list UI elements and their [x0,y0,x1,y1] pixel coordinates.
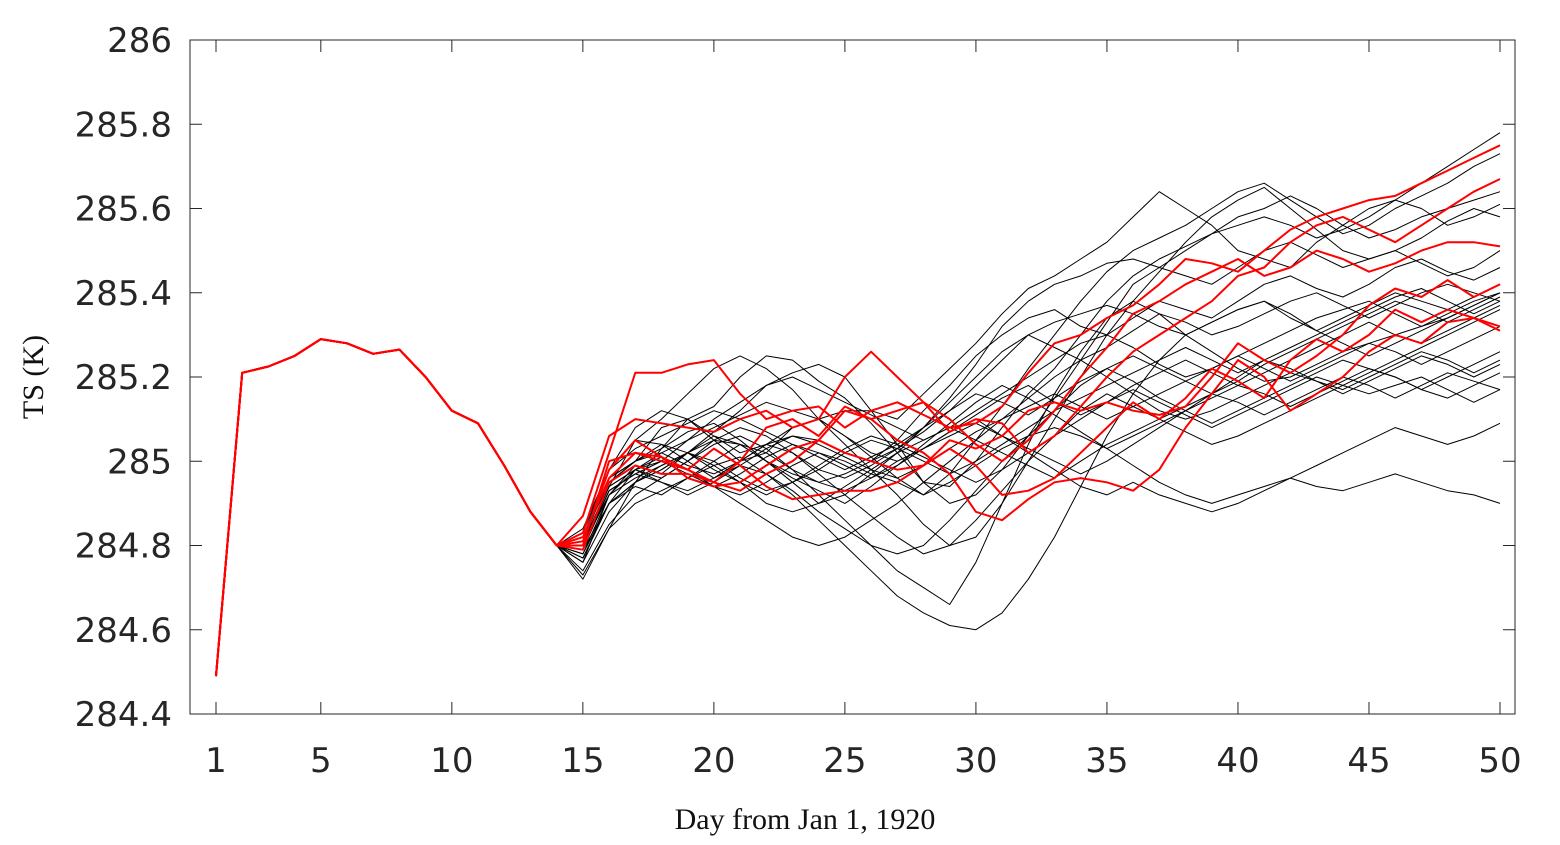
black-ensemble-line [215,338,1501,677]
x-tick-label: 10 [430,741,473,781]
y-tick-label: 286 [107,21,172,61]
black-ensemble-line [215,132,1501,677]
y-tick-label: 285 [107,442,172,482]
y-tick-label: 284.4 [75,695,172,735]
black-ensemble-line [215,296,1501,677]
x-tick-label: 45 [1347,741,1390,781]
black-ensemble-line [215,338,1501,677]
black-series-group [215,132,1501,677]
x-tick-label: 1 [205,741,227,781]
black-ensemble-line [215,338,1501,677]
x-tick-label: 20 [692,741,735,781]
x-tick-label: 5 [310,741,332,781]
y-tick-label: 285.6 [75,190,172,230]
y-tick-label: 285.2 [75,358,172,398]
y-tick-label: 284.8 [75,527,172,567]
y-axis-ticks: 284.4 284.6 284.8 285 285.2 285.4 285.6 285.8 28… [75,21,1515,735]
black-ensemble-line [215,186,1501,677]
x-axis-label: Day from Jan 1, 1920 [675,803,936,836]
black-ensemble-line [215,191,1501,677]
y-tick-label: 285.4 [75,274,172,314]
black-ensemble-line [215,338,1501,677]
red-ensemble-line [215,317,1501,677]
x-tick-label: 50 [1478,741,1521,781]
y-axis-label: TS (K) [17,335,50,419]
x-tick-label: 40 [1216,741,1259,781]
black-ensemble-line [215,338,1501,677]
x-tick-label: 25 [823,741,866,781]
red-ensemble-line [215,241,1501,677]
black-ensemble-line [215,241,1501,677]
red-ensemble-line [215,178,1501,677]
x-tick-label: 30 [954,741,997,781]
red-series-group [215,144,1501,677]
y-tick-label: 285.8 [75,105,172,145]
x-tick-label: 35 [1085,741,1128,781]
x-tick-label: 15 [561,741,604,781]
black-ensemble-line [215,338,1501,677]
y-tick-label: 284.6 [75,611,172,651]
black-ensemble-line [215,199,1501,677]
black-ensemble-line [215,325,1501,677]
black-ensemble-line [215,338,1501,677]
x-axis-ticks: 1 5 10 15 20 25 30 35 40 45 50 [205,40,1522,781]
black-ensemble-line [215,338,1501,677]
